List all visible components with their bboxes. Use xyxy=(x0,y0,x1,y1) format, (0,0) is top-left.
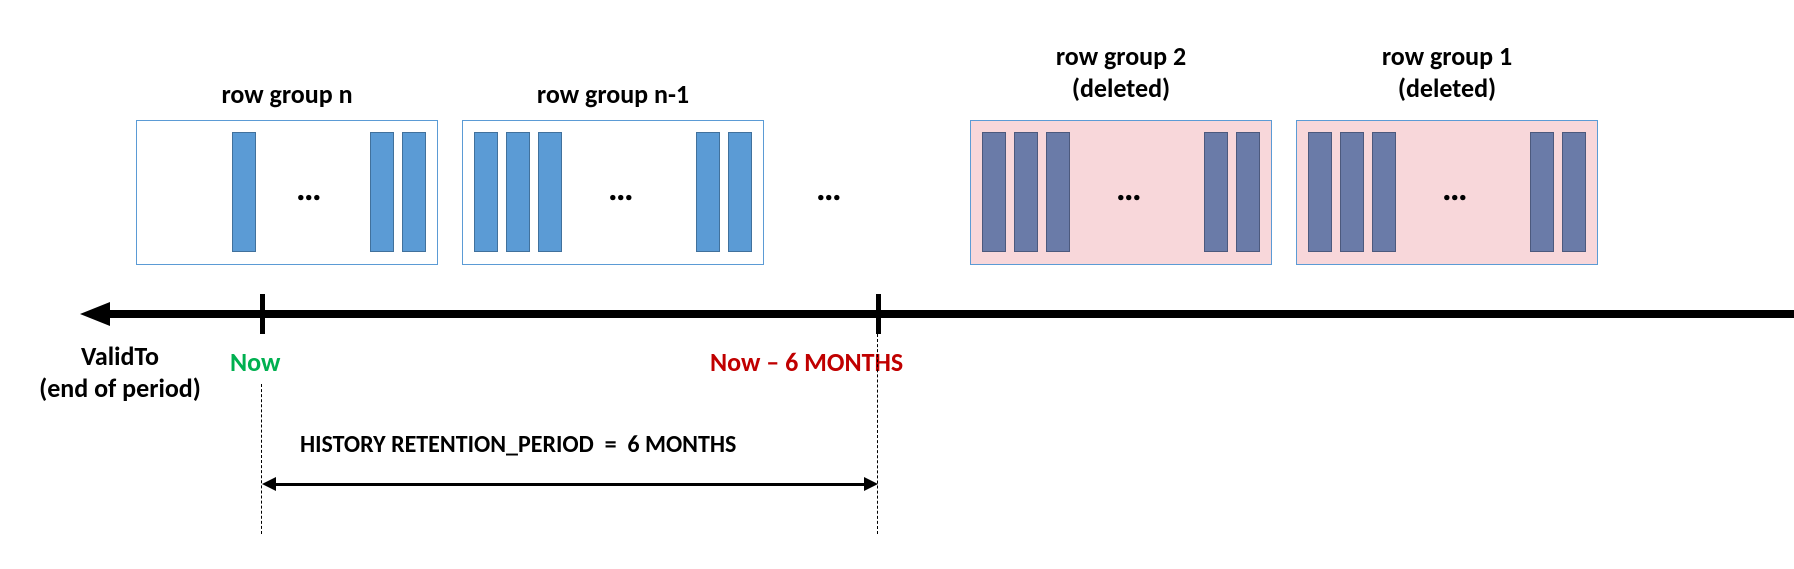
retention-label: HISTORY RETENTION_PERIOD = 6 MONTHS xyxy=(300,430,736,459)
bar xyxy=(1530,132,1554,252)
bar xyxy=(538,132,562,252)
bar xyxy=(1046,132,1070,252)
bar xyxy=(696,132,720,252)
bar xyxy=(402,132,426,252)
dots-between: … xyxy=(816,166,842,210)
bar xyxy=(506,132,530,252)
bar xyxy=(982,132,1006,252)
timeline-arrow-left xyxy=(80,302,110,326)
now-label: Now xyxy=(230,346,280,378)
dots: … xyxy=(1116,166,1142,210)
bar xyxy=(474,132,498,252)
now-minus-label: Now – 6 MONTHS xyxy=(710,346,903,378)
validto-label: ValidTo (end of period) xyxy=(10,340,230,404)
bar xyxy=(370,132,394,252)
group-label-1: row group 1 (deleted) xyxy=(1296,40,1598,104)
bar xyxy=(728,132,752,252)
retention-arrow-left xyxy=(262,477,276,491)
group-label-n: row group n xyxy=(136,78,438,110)
group-label-n-1: row group n-1 xyxy=(462,78,764,110)
dashed-line-now-minus xyxy=(877,334,878,534)
dots: … xyxy=(1442,166,1468,210)
bar xyxy=(1236,132,1260,252)
bar xyxy=(1204,132,1228,252)
retention-range-line xyxy=(272,483,868,486)
bar xyxy=(1562,132,1586,252)
retention-arrow-right xyxy=(864,477,878,491)
dashed-line-now xyxy=(261,384,262,534)
bar xyxy=(1372,132,1396,252)
group-label-2: row group 2 (deleted) xyxy=(970,40,1272,104)
tick-now-minus-6mo xyxy=(876,294,881,334)
dots: … xyxy=(608,166,634,210)
tick-now xyxy=(260,294,265,334)
bar xyxy=(232,132,256,252)
timeline xyxy=(108,310,1794,318)
bar xyxy=(1308,132,1332,252)
bar xyxy=(1014,132,1038,252)
dots: … xyxy=(296,166,322,210)
bar xyxy=(1340,132,1364,252)
